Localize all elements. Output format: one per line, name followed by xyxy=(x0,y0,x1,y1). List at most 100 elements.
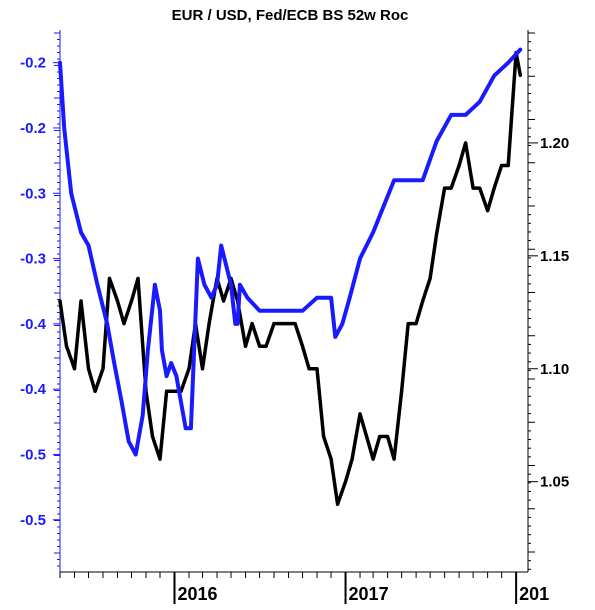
balance-sheet-roc-point xyxy=(120,400,124,404)
balance-sheet-roc-point xyxy=(169,361,173,365)
eurusd-point xyxy=(335,502,340,506)
balance-sheet-roc-point xyxy=(134,452,138,457)
balance-sheet-roc-point xyxy=(257,309,262,313)
balance-sheet-roc-point xyxy=(184,426,188,430)
balance-sheet-roc-point xyxy=(189,426,193,430)
eurusd-point xyxy=(250,321,254,326)
balance-sheet-roc-point xyxy=(141,413,145,417)
balance-sheet-roc-point xyxy=(315,296,319,300)
chart-title: EUR / USD, Fed/ECB BS 52w Roc xyxy=(172,7,409,24)
eurusd-point xyxy=(506,163,510,168)
eurusd-point xyxy=(321,434,326,439)
balance-sheet-roc-point xyxy=(406,178,410,182)
balance-sheet-roc-point xyxy=(146,348,150,352)
right-tick-label: 1.10 xyxy=(540,361,569,378)
eurusd-point xyxy=(364,434,369,439)
x-tick-label: 201 xyxy=(519,584,549,604)
balance-sheet-roc-point xyxy=(435,139,439,143)
eurusd-point xyxy=(72,367,77,371)
eurusd-point xyxy=(272,321,276,326)
eurusd-point xyxy=(428,276,432,281)
left-tick-label: -0.2 xyxy=(20,55,46,72)
balance-sheet-roc-point xyxy=(449,113,453,117)
balance-sheet-roc-point xyxy=(333,335,337,339)
balance-sheet-roc-point xyxy=(127,439,131,443)
eurusd-point xyxy=(421,299,425,303)
balance-sheet-roc-point xyxy=(164,374,169,378)
eurusd-point xyxy=(449,186,453,190)
eurusd-point xyxy=(115,299,120,303)
balance-sheet-roc-point xyxy=(95,283,99,287)
balance-sheet-roc-point xyxy=(421,178,425,182)
balance-sheet-roc-point xyxy=(464,113,468,117)
eurusd-point xyxy=(518,73,522,77)
balance-sheet-roc-point xyxy=(300,309,305,313)
eurusd-point xyxy=(414,321,418,326)
eurusd-point xyxy=(58,299,62,303)
eurusd-point xyxy=(300,344,305,348)
eurusd-point xyxy=(158,457,162,461)
eurusd-point xyxy=(286,321,291,326)
eurusd-point xyxy=(243,344,248,348)
balance-sheet-roc-point xyxy=(153,283,157,287)
eurusd-point xyxy=(64,344,69,348)
balance-sheet-roc-point xyxy=(506,61,510,65)
balance-sheet-roc-point xyxy=(219,243,223,248)
eurusd-point xyxy=(136,276,140,281)
eurusd-point xyxy=(150,434,155,439)
eurusd-point xyxy=(406,321,410,326)
balance-sheet-roc-point xyxy=(209,296,214,300)
left-tick-label: -0.3 xyxy=(20,185,46,202)
balance-sheet-roc-point xyxy=(329,296,333,300)
eurusd-point xyxy=(378,434,382,439)
eurusd-point xyxy=(400,389,404,393)
balance-sheet-roc-point xyxy=(340,322,344,326)
eurusd-point xyxy=(435,231,439,235)
balance-sheet-roc-point xyxy=(62,126,66,130)
eurusd-point xyxy=(471,186,475,190)
balance-sheet-roc-point xyxy=(179,400,183,404)
balance-sheet-roc-point xyxy=(286,309,291,313)
eurusd-point xyxy=(93,389,97,393)
eurusd-point xyxy=(392,457,396,461)
left-tick-label: -0.3 xyxy=(20,251,46,268)
eurusd-point xyxy=(79,299,83,303)
left-tick-label: -0.2 xyxy=(20,120,46,137)
balance-sheet-roc-point xyxy=(492,74,496,78)
eurusd-point xyxy=(293,321,297,326)
eurusd-point xyxy=(315,367,319,371)
eurusd-point xyxy=(343,480,348,484)
eurusd-point xyxy=(264,344,268,348)
eurusd-point xyxy=(101,367,105,371)
eurusd-point xyxy=(86,367,91,371)
series-layer xyxy=(58,47,523,506)
eurusd-point xyxy=(257,344,262,348)
balance-sheet-roc-point xyxy=(105,322,109,326)
balance-sheet-roc-point xyxy=(371,230,375,235)
right-tick-label: 1.15 xyxy=(540,248,569,265)
balance-sheet-roc-point xyxy=(174,374,178,378)
balance-sheet-roc-point xyxy=(158,309,162,313)
eurusd-point xyxy=(443,186,447,190)
eurusd-point xyxy=(207,321,211,326)
eurusd-point xyxy=(386,434,390,439)
balance-sheet-roc-point xyxy=(202,283,207,287)
x-tick-label: 2017 xyxy=(349,584,389,604)
right-tick-label: 1.20 xyxy=(540,135,569,152)
balance-sheet-roc-point xyxy=(478,100,482,104)
eurusd-point xyxy=(486,209,490,213)
eurusd-point xyxy=(278,321,283,326)
balance-sheet-roc-point xyxy=(348,296,352,300)
eurusd-point xyxy=(307,367,311,371)
balance-sheet-roc-point xyxy=(518,47,522,52)
balance-sheet-roc-point xyxy=(272,309,276,313)
right-tick-label: 1.05 xyxy=(540,474,569,491)
balance-sheet-roc-point xyxy=(235,322,240,326)
eurusd-point xyxy=(107,276,112,281)
eurusd-point xyxy=(172,389,177,393)
eurusd-point xyxy=(129,299,134,303)
balance-sheet-roc-point xyxy=(238,283,242,287)
